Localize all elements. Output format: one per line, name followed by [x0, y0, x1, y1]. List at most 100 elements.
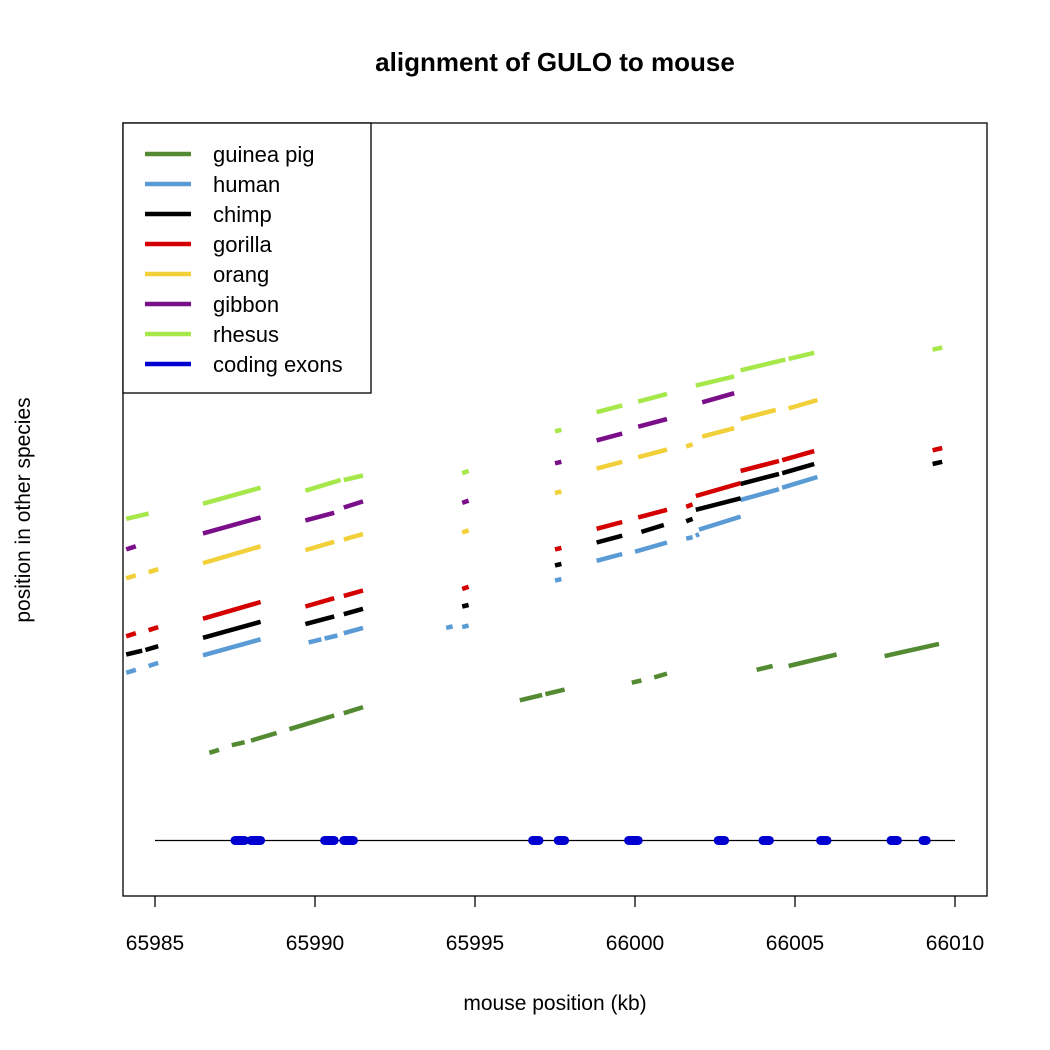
alignment-segment [231, 740, 246, 748]
alignment-segment [596, 403, 623, 415]
alignment-segment [202, 599, 262, 621]
series-gibbon [125, 391, 735, 552]
alignment-segment [787, 397, 819, 411]
alignment-segment [637, 391, 668, 404]
series-orang [125, 397, 819, 581]
alignment-segment [461, 468, 470, 476]
alignment-segment [304, 596, 335, 609]
alignment-segment [653, 671, 668, 680]
legend-label: gorilla [213, 232, 272, 257]
series-human [125, 474, 819, 675]
legend-item: coding exons [145, 352, 343, 377]
alignment-segment [932, 345, 943, 352]
legend-label: chimp [213, 202, 272, 227]
alignment-segment [544, 687, 566, 697]
alignment-segment [781, 448, 815, 463]
legend-box [122, 122, 372, 394]
legend-label: orang [213, 262, 269, 287]
alignment-segment [640, 522, 665, 535]
alignment-segment [788, 350, 815, 362]
alignment-segment [685, 502, 694, 509]
series-chimp [125, 459, 943, 657]
x-axis-label: mouse position (kb) [463, 992, 646, 1015]
x-tick-label: 65995 [446, 932, 504, 955]
alignment-segment [695, 496, 742, 512]
series-guinea-pig [208, 641, 940, 755]
alignment-segment [781, 461, 815, 476]
alignment-segment [324, 633, 338, 641]
legend-item: guinea pig [145, 142, 315, 167]
legend-item: gorilla [145, 232, 272, 257]
legend-label: gibbon [213, 292, 279, 317]
alignment-segment [125, 544, 137, 552]
alignment-segment [125, 631, 137, 639]
legend-item: human [145, 172, 280, 197]
alignment-segment [144, 644, 159, 653]
x-tick-label: 65985 [126, 932, 184, 955]
alignment-segment [695, 480, 742, 499]
x-tick-label: 66005 [766, 932, 824, 955]
alignment-segment [445, 624, 454, 631]
alignment-segment [147, 567, 159, 575]
alignment-segment [343, 606, 364, 617]
alignment-segment [519, 692, 543, 703]
alignment-segment [932, 459, 943, 467]
alignment-segment [304, 510, 335, 523]
alignment-segment [740, 458, 780, 474]
alignment-segment [637, 416, 668, 429]
alignment-segment [740, 407, 777, 422]
alignment-segment [740, 471, 780, 487]
alignment-segment [596, 459, 623, 471]
alignment-segment [343, 625, 364, 636]
alignment-segment [596, 533, 623, 545]
alignment-segment [461, 584, 470, 592]
alignment-segment [202, 485, 262, 506]
series-rhesus [125, 345, 943, 522]
alignment-segment [685, 516, 694, 524]
alignment-segment [932, 445, 943, 453]
alignment-segment [125, 648, 143, 657]
x-tick-label: 65990 [286, 932, 344, 955]
alignment-segment [701, 391, 735, 405]
alignment-segment [304, 477, 342, 493]
alignment-segment [343, 588, 364, 599]
alignment-segment [288, 713, 335, 732]
chart-title: alignment of GULO to mouse [375, 47, 735, 77]
alignment-segment [554, 561, 562, 568]
x-tick-label: 66000 [606, 932, 664, 955]
alignment-segment [554, 489, 562, 496]
alignment-segment [461, 498, 470, 506]
x-tick-label: 66010 [926, 932, 984, 955]
legend-label: guinea pig [213, 142, 315, 167]
alignment-segment [596, 551, 623, 563]
legend-item: chimp [145, 202, 272, 227]
alignment-segment [343, 704, 364, 716]
legend: guinea pig human chimp gorilla orang gibbon rh… [122, 122, 372, 394]
alignment-segment [740, 357, 786, 373]
alignment-segment [554, 576, 562, 583]
alignment-segment [701, 426, 735, 439]
alignment-segment [461, 602, 470, 609]
alignment-segment [343, 473, 364, 483]
y-axis-label: position in other species [12, 397, 35, 622]
alignment-segment [125, 573, 137, 581]
alignment-segment [147, 624, 159, 633]
alignment-segment [554, 545, 562, 552]
series-layer [125, 345, 943, 755]
alignment-segment [461, 528, 470, 535]
alignment-segment [631, 678, 642, 685]
alignment-segment [343, 499, 364, 510]
alignment-segment [343, 531, 364, 542]
alignment-segment [554, 427, 562, 434]
alignment-segment [596, 431, 623, 443]
alignment-segment [695, 374, 735, 388]
alignment-segment [147, 660, 159, 669]
x-axis: 65985 65990 65995 66000 66005 66010 [126, 896, 984, 955]
alignment-segment [554, 459, 562, 466]
legend-item: gibbon [145, 292, 279, 317]
alignment-segment [637, 507, 668, 520]
alignment-segment [884, 641, 940, 659]
alignment-segment [208, 747, 220, 755]
alignment-segment [125, 667, 137, 675]
